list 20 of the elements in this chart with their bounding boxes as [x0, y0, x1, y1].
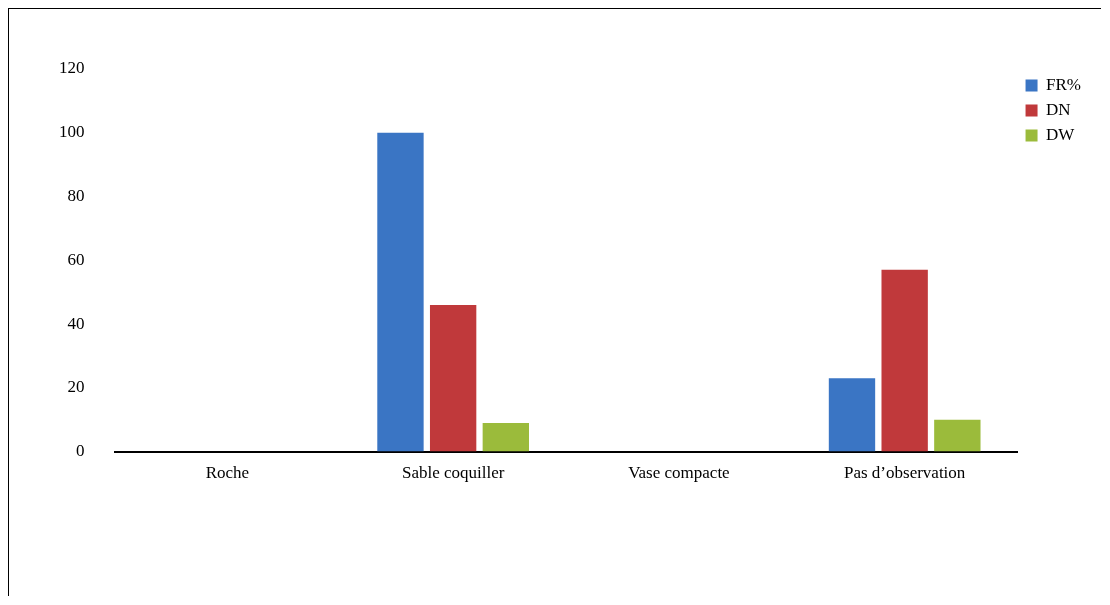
bar — [429, 304, 477, 452]
y-tick-label: 0 — [76, 441, 85, 461]
y-tick-label: 120 — [59, 58, 85, 78]
x-tick-label: Roche — [205, 463, 250, 483]
bar — [881, 269, 928, 452]
legend-label: FR% — [1046, 74, 1082, 94]
y-tick-label: 60 — [67, 249, 85, 269]
y-tick-label: 20 — [67, 377, 85, 397]
bar — [377, 132, 424, 452]
legend-label: DN — [1046, 99, 1071, 119]
bar — [934, 419, 981, 452]
x-tick-label: Vase compacte — [628, 463, 730, 483]
bar — [828, 378, 876, 452]
y-tick-label: 80 — [67, 186, 85, 205]
x-tick-label: Pas d’observation — [843, 463, 966, 483]
bar — [482, 422, 529, 452]
y-tick-label: 100 — [59, 122, 85, 142]
legend-label: DW — [1046, 124, 1076, 144]
y-tick-label: 40 — [67, 313, 85, 333]
x-tick-label: Sable coquiller — [401, 463, 505, 483]
